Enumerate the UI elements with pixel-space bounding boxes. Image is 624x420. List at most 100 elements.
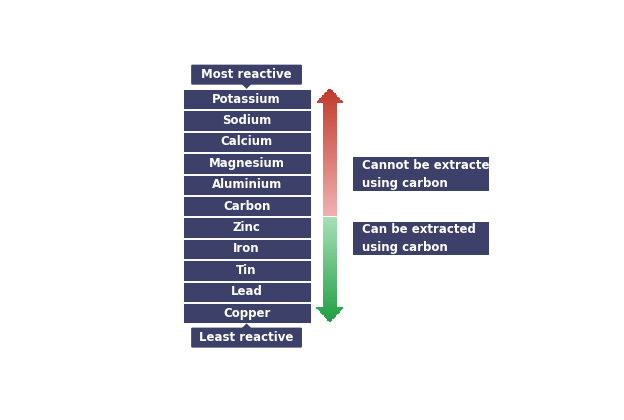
Bar bbox=[323, 278, 337, 280]
Bar bbox=[323, 129, 337, 130]
Text: Most reactive: Most reactive bbox=[202, 68, 292, 81]
Bar bbox=[323, 258, 337, 260]
Bar bbox=[323, 106, 337, 108]
Bar bbox=[323, 277, 337, 278]
Bar bbox=[323, 144, 337, 146]
Bar bbox=[325, 317, 335, 318]
Bar bbox=[323, 189, 337, 191]
Bar bbox=[328, 319, 333, 321]
Bar bbox=[323, 176, 337, 178]
Bar bbox=[323, 265, 337, 266]
Bar bbox=[323, 257, 337, 258]
Bar bbox=[320, 311, 339, 313]
Bar bbox=[323, 294, 337, 296]
Text: Carbon: Carbon bbox=[223, 200, 270, 213]
Bar bbox=[323, 109, 337, 111]
Text: Magnesium: Magnesium bbox=[208, 157, 285, 170]
Bar bbox=[323, 213, 337, 215]
Bar bbox=[183, 175, 311, 195]
Bar bbox=[323, 205, 337, 207]
Bar bbox=[323, 179, 337, 181]
Bar bbox=[323, 306, 337, 307]
Bar bbox=[323, 217, 337, 219]
Bar bbox=[323, 285, 337, 286]
Bar bbox=[323, 250, 337, 252]
Bar bbox=[323, 241, 337, 242]
Bar bbox=[323, 173, 337, 175]
Bar bbox=[323, 163, 337, 165]
FancyBboxPatch shape bbox=[191, 65, 302, 85]
Bar bbox=[323, 108, 337, 110]
Bar bbox=[318, 100, 342, 102]
Text: Can be extracted
using carbon: Can be extracted using carbon bbox=[363, 223, 476, 254]
Bar bbox=[323, 111, 337, 113]
Bar bbox=[323, 151, 337, 152]
Bar bbox=[323, 284, 337, 285]
Bar bbox=[323, 225, 337, 227]
Bar bbox=[323, 114, 337, 116]
Bar bbox=[323, 281, 337, 282]
Bar bbox=[323, 237, 337, 239]
Bar bbox=[323, 186, 337, 188]
Text: Iron: Iron bbox=[233, 242, 260, 255]
Bar bbox=[323, 252, 337, 253]
Bar bbox=[323, 141, 337, 143]
Bar bbox=[323, 170, 337, 172]
Bar bbox=[323, 183, 337, 184]
Bar bbox=[323, 202, 337, 204]
Bar bbox=[323, 304, 337, 306]
Bar bbox=[323, 249, 337, 250]
Bar bbox=[323, 262, 337, 264]
Bar bbox=[323, 130, 337, 132]
Bar bbox=[323, 221, 337, 223]
Bar bbox=[323, 121, 337, 122]
Bar bbox=[323, 154, 337, 156]
Bar bbox=[323, 234, 337, 236]
Text: Least reactive: Least reactive bbox=[200, 331, 294, 344]
Bar bbox=[323, 273, 337, 274]
Bar bbox=[323, 223, 337, 224]
Bar bbox=[323, 301, 337, 302]
Bar bbox=[323, 122, 337, 124]
Bar bbox=[323, 270, 337, 272]
Bar bbox=[323, 263, 337, 265]
Bar bbox=[326, 318, 334, 319]
Bar bbox=[323, 139, 337, 142]
Bar bbox=[323, 138, 337, 140]
Bar bbox=[323, 117, 337, 119]
Bar bbox=[323, 240, 337, 241]
Text: Zinc: Zinc bbox=[233, 221, 260, 234]
Bar bbox=[327, 90, 333, 92]
Bar bbox=[323, 289, 337, 290]
Bar bbox=[323, 181, 337, 183]
Bar bbox=[323, 233, 337, 234]
Bar bbox=[316, 307, 343, 309]
Bar bbox=[323, 211, 337, 213]
Bar bbox=[328, 89, 331, 90]
Bar bbox=[183, 110, 311, 131]
Bar bbox=[323, 152, 337, 154]
Bar bbox=[324, 315, 336, 317]
Bar bbox=[323, 165, 337, 167]
Bar bbox=[323, 274, 337, 276]
Bar bbox=[183, 89, 311, 109]
Bar bbox=[323, 299, 337, 301]
Bar bbox=[323, 232, 337, 233]
Text: Aluminium: Aluminium bbox=[212, 178, 281, 191]
Bar bbox=[183, 260, 311, 281]
Text: Cannot be extracted
using carbon: Cannot be extracted using carbon bbox=[363, 158, 499, 189]
Bar bbox=[323, 208, 337, 210]
Bar bbox=[323, 159, 337, 160]
Bar bbox=[323, 297, 337, 298]
Bar bbox=[323, 276, 337, 277]
Bar bbox=[323, 255, 337, 257]
Bar bbox=[323, 199, 337, 200]
Bar bbox=[319, 310, 341, 312]
Bar bbox=[183, 196, 311, 216]
Text: Lead: Lead bbox=[231, 285, 263, 298]
Bar bbox=[323, 228, 337, 229]
Bar bbox=[323, 282, 337, 284]
Text: Copper: Copper bbox=[223, 307, 270, 320]
Bar bbox=[323, 133, 337, 135]
Bar bbox=[323, 260, 337, 261]
